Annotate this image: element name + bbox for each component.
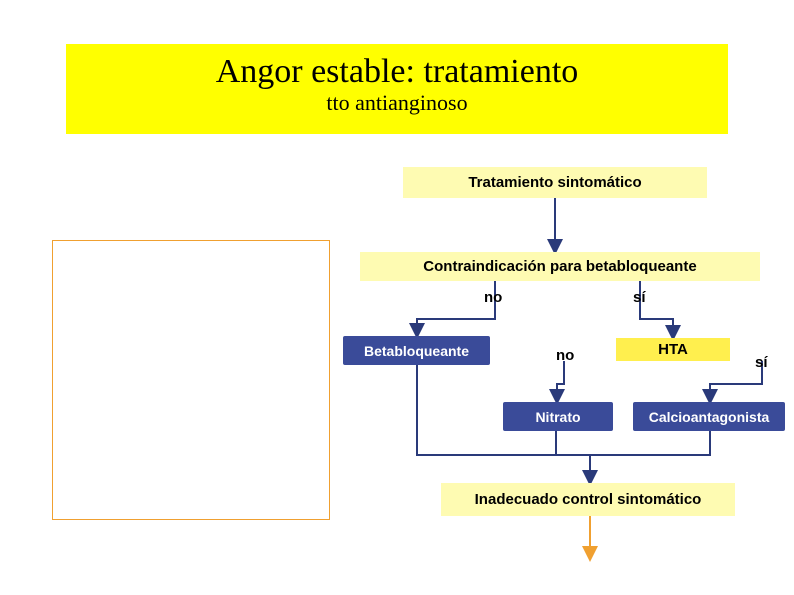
node-label: Tratamiento sintomático (468, 174, 641, 191)
title-sub: tto antianginoso (66, 90, 728, 116)
edge-label-no: no (556, 347, 574, 364)
empty-side-box (52, 240, 330, 520)
node-inadecuado-control: Inadecuado control sintomático (441, 483, 735, 516)
edge-label-si: sí (755, 354, 768, 371)
edge-label-si: sí (633, 289, 646, 306)
node-betabloqueante: Betabloqueante (343, 336, 490, 365)
node-nitrato: Nitrato (503, 402, 613, 431)
node-tratamiento-sintomatico: Tratamiento sintomático (403, 167, 707, 198)
node-label: HTA (658, 341, 688, 358)
node-hta: HTA (616, 338, 730, 361)
title-main: Angor estable: tratamiento (66, 44, 728, 90)
node-label: Inadecuado control sintomático (475, 491, 702, 508)
node-contraindicacion: Contraindicación para betabloqueante (360, 252, 760, 281)
node-calcioantagonista: Calcioantagonista (633, 402, 785, 431)
edge-label-no: no (484, 289, 502, 306)
node-label: Calcioantagonista (649, 409, 770, 425)
node-label: Contraindicación para betabloqueante (423, 258, 696, 275)
title-box: Angor estable: tratamiento tto antiangin… (66, 44, 728, 134)
node-label: Nitrato (535, 409, 580, 425)
node-label: Betabloqueante (364, 343, 469, 359)
